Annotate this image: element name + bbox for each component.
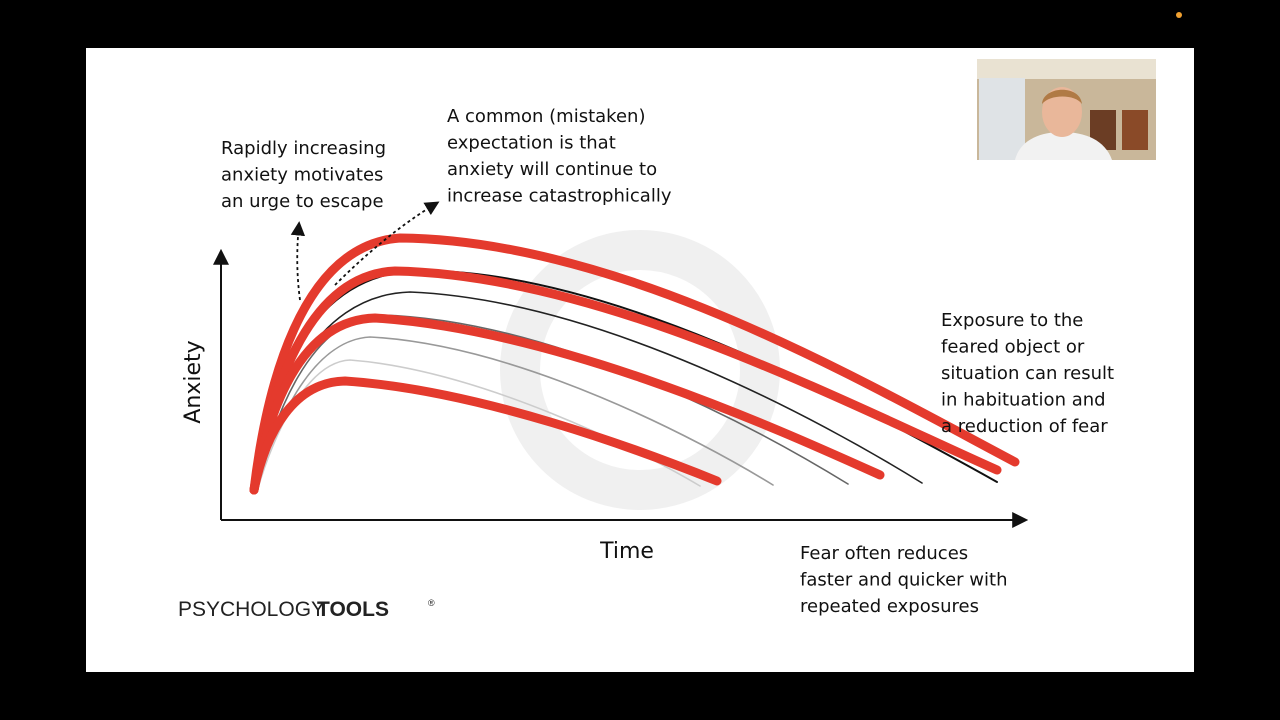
expectation-note-line: expectation is that: [447, 133, 616, 154]
x-axis-title: Time: [599, 539, 654, 564]
habituation-note-line: in habituation and: [941, 390, 1106, 411]
curve: [249, 233, 1020, 495]
repeat-note-line: faster and quicker with: [800, 570, 1007, 591]
habituation-note-line: a reduction of fear: [941, 416, 1108, 437]
window: [979, 78, 1025, 160]
habituation-note-line: Exposure to the: [941, 310, 1083, 331]
hair: [1042, 89, 1082, 104]
logo: PSYCHOLOGY TOOLS ®: [178, 598, 435, 621]
curve: [249, 376, 722, 495]
escape-note-line: anxiety motivates: [221, 165, 383, 186]
logo-right: TOOLS: [317, 598, 389, 621]
picture: [1122, 110, 1148, 150]
escape-arrow: [290, 221, 306, 301]
shirt: [1015, 132, 1112, 160]
watermark: [500, 230, 780, 510]
logo-mark: ®: [428, 598, 435, 608]
curve: [249, 266, 1002, 495]
expectation-note-line: A common (mistaken): [447, 106, 645, 127]
logo-left: PSYCHOLOGY: [178, 598, 325, 621]
y-axis-title: Anxiety: [181, 340, 206, 423]
curve: [249, 313, 885, 495]
ceiling: [977, 59, 1156, 79]
expectation-note-line: anxiety will continue to: [447, 159, 657, 180]
expectation-note-line: increase catastrophically: [447, 186, 672, 207]
escape-note-line: Rapidly increasing: [221, 138, 386, 159]
repeat-note-line: Fear often reduces: [800, 543, 968, 564]
escape-note-line: an urge to escape: [221, 191, 384, 212]
status-dot: [1176, 12, 1182, 18]
notes: Rapidly increasing anxiety motivates an ur…: [221, 106, 1114, 617]
curves: [249, 233, 1020, 495]
face: [1042, 87, 1082, 137]
repeat-note-line: repeated exposures: [800, 596, 979, 617]
habituation-note-line: feared object or: [941, 337, 1085, 358]
curve: [257, 314, 849, 487]
expectation-arrow: [334, 201, 440, 286]
webcam: [977, 59, 1156, 160]
habituation-note-line: situation can result: [941, 363, 1114, 384]
